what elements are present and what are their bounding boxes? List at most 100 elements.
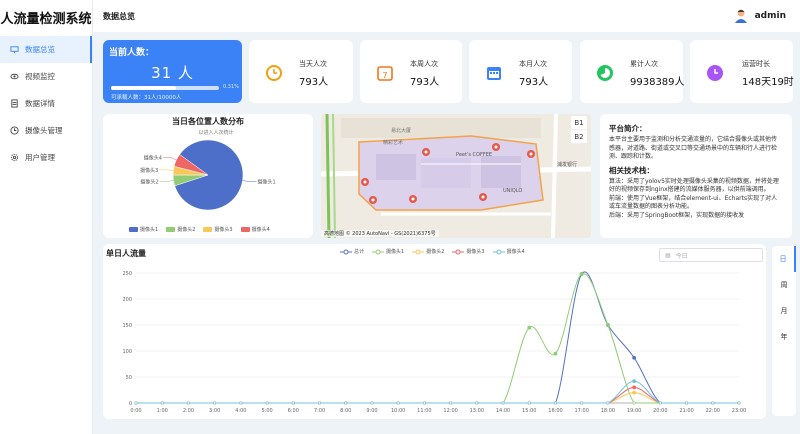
period-option-2[interactable]: 月 xyxy=(780,307,788,315)
data-point[interactable] xyxy=(553,351,558,356)
pie-legend-item[interactable]: 摄像头1 xyxy=(129,226,158,233)
sidebar-item-label: 摄像头管理 xyxy=(25,126,63,135)
legend-label: 摄像头3 xyxy=(214,227,233,233)
stat-value: 793人 xyxy=(410,77,440,88)
data-point[interactable] xyxy=(527,401,531,405)
data-point[interactable] xyxy=(553,401,557,405)
data-point[interactable] xyxy=(291,401,295,405)
data-point[interactable] xyxy=(606,401,610,405)
location-distribution-card: 当日各位置人数分布 摄像头1 摄像头2 摄像头3 摄像头4 以进入人次统计 摄像头1 摄像… xyxy=(103,114,313,238)
data-point[interactable] xyxy=(606,323,610,327)
stat-card-1: 7 本周人次 793人 xyxy=(360,40,462,103)
pie-slice-4[interactable] xyxy=(173,154,209,176)
data-point[interactable] xyxy=(160,401,164,405)
data-point[interactable] xyxy=(186,401,190,405)
data-point[interactable] xyxy=(632,390,637,395)
data-point[interactable] xyxy=(501,401,505,405)
sidebar-item-0[interactable]: 数据总览 xyxy=(0,36,92,63)
pie-legend-item[interactable]: 摄像头3 xyxy=(203,226,233,233)
data-point[interactable] xyxy=(344,401,348,405)
pie-legend-item[interactable]: 摄像头2 xyxy=(166,226,195,233)
x-tick-label: 5:00 xyxy=(261,408,272,414)
data-point[interactable] xyxy=(213,401,217,405)
period-option-0[interactable]: 日 xyxy=(772,246,796,272)
map-label: Peet's COFFEE xyxy=(456,152,492,158)
pie-slice-1[interactable] xyxy=(174,139,244,211)
line-legend-item[interactable]: 摄像头1 xyxy=(372,248,404,255)
map-card[interactable]: Peet's COFFEE UNIQLO 浦发银行 易北大厦 精彩艺术 B1 B… xyxy=(321,114,591,238)
data-point[interactable] xyxy=(685,401,689,405)
sidebar-item-1[interactable]: 视频监控 xyxy=(0,63,92,90)
data-point[interactable] xyxy=(527,325,532,330)
date-picker[interactable]: ▦ 今日 xyxy=(659,248,763,262)
stat-value: 793人 xyxy=(299,77,329,88)
stat-card-4: 运营时长 148天19时 xyxy=(690,40,794,103)
floor-b2[interactable]: B2 xyxy=(571,130,587,144)
data-point[interactable] xyxy=(449,401,453,405)
map-view[interactable]: Peet's COFFEE UNIQLO 浦发银行 易北大厦 精彩艺术 xyxy=(321,114,591,238)
x-tick-label: 3:00 xyxy=(209,408,220,414)
data-point[interactable] xyxy=(134,401,138,405)
stat-label: 本月人次 xyxy=(519,60,547,68)
floor-b1[interactable]: B1 xyxy=(571,116,587,130)
data-point[interactable] xyxy=(711,401,715,405)
sidebar-item-3[interactable]: 摄像头管理 xyxy=(0,117,92,144)
pie-legend-item[interactable]: 摄像头4 xyxy=(240,226,270,233)
line-legend-item[interactable]: 摄像头3 xyxy=(452,248,485,255)
sidebar-item-2[interactable]: 数据详情 xyxy=(0,90,92,117)
data-point[interactable] xyxy=(632,401,636,405)
user-menu[interactable]: admin xyxy=(733,8,786,24)
data-point[interactable] xyxy=(632,379,637,384)
x-tick-label: 17:00 xyxy=(574,408,588,414)
pie-icon xyxy=(597,65,613,81)
floor-selector[interactable]: B1 B2 xyxy=(571,116,587,144)
data-point[interactable] xyxy=(475,401,479,405)
y-tick-label: 100 xyxy=(122,349,132,355)
capacity-progress-fill xyxy=(111,86,176,90)
x-tick-label: 13:00 xyxy=(470,408,484,414)
line-legend-item[interactable]: 总计 xyxy=(340,248,364,255)
sidebar: 人流量检测系统 数据总览视频监控数据详情摄像头管理用户管理 xyxy=(0,0,93,434)
data-point[interactable] xyxy=(632,355,637,360)
line-legend-item[interactable]: 摄像头2 xyxy=(412,248,444,255)
sidebar-item-label: 用户管理 xyxy=(25,153,55,162)
sidebar-item-label: 视频监控 xyxy=(25,72,55,81)
stat-card-2: 本月人次 793人 xyxy=(469,40,572,103)
data-point[interactable] xyxy=(370,401,374,405)
sidebar-item-label: 数据总览 xyxy=(25,45,55,54)
capacity-text: 可承载人数：31人/10000人 xyxy=(111,95,182,101)
map-label: 精彩艺术 xyxy=(383,139,403,146)
data-point[interactable] xyxy=(265,401,269,405)
pie-slice-label: 摄像头3 xyxy=(140,167,158,174)
clock-icon xyxy=(266,65,282,81)
data-point[interactable] xyxy=(579,272,584,276)
x-tick-label: 9:00 xyxy=(366,408,377,414)
timer-icon xyxy=(707,65,723,81)
x-tick-label: 14:00 xyxy=(496,408,510,414)
data-point[interactable] xyxy=(632,385,637,390)
app-title: 人流量检测系统 xyxy=(0,12,92,27)
pie-slice-label: 摄像头2 xyxy=(140,178,158,185)
data-point[interactable] xyxy=(658,401,662,405)
daily-flow-title: 单日人流量 xyxy=(106,249,146,258)
sidebar-item-4[interactable]: 用户管理 xyxy=(0,144,92,171)
data-point[interactable] xyxy=(239,401,243,405)
map-attribution: 高德地图 © 2023 AutoNavi - GS(2021)6375号 xyxy=(321,230,439,237)
capacity-percent: 0.31% xyxy=(223,84,239,90)
data-point[interactable] xyxy=(318,401,322,405)
line-legend-item[interactable]: 摄像头4 xyxy=(492,248,525,255)
data-point[interactable] xyxy=(422,401,426,405)
data-point[interactable] xyxy=(737,401,741,405)
svg-text:7: 7 xyxy=(382,71,387,80)
current-count-card: 当前人数： 31 人 0.31% 可承载人数：31人/10000人 xyxy=(103,40,242,103)
period-option-1[interactable]: 周 xyxy=(780,281,788,289)
stat-card-0: 当天人次 793人 xyxy=(249,40,353,103)
period-option-3[interactable]: 年 xyxy=(780,333,788,341)
gear-icon xyxy=(10,153,19,162)
data-point[interactable] xyxy=(580,401,584,405)
data-point[interactable] xyxy=(396,401,400,405)
legend-label: 总计 xyxy=(354,249,365,255)
pie-label-line xyxy=(159,180,174,182)
stat-label: 累计人次 xyxy=(630,60,658,68)
legend-label: 摄像头4 xyxy=(506,249,525,255)
